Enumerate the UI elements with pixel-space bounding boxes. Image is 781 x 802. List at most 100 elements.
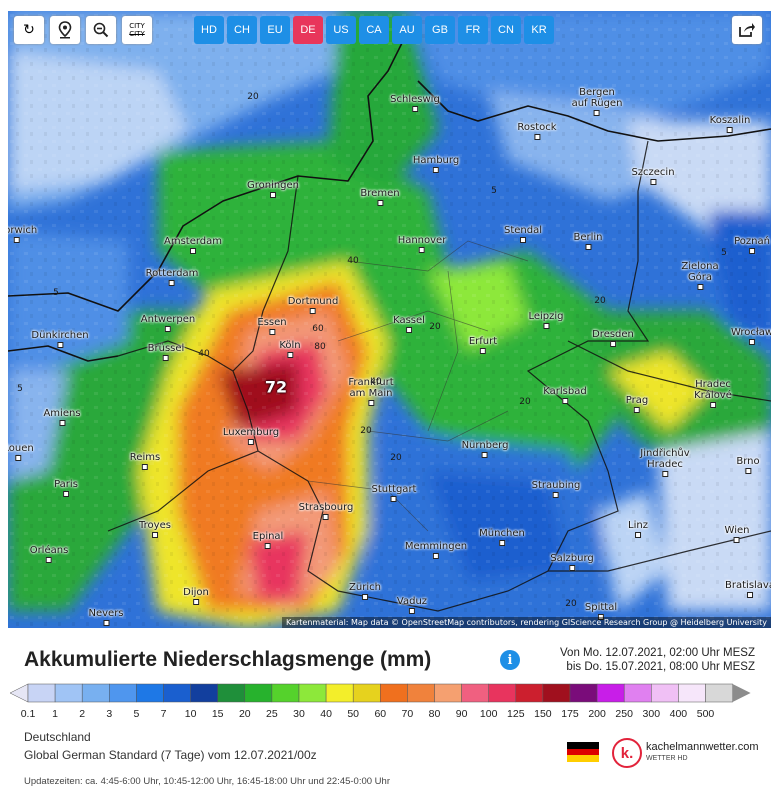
city-marker-icon	[46, 557, 52, 563]
brand-k-icon: k.	[612, 738, 642, 768]
scale-swatch	[705, 683, 733, 703]
region-tab-gb[interactable]: GB	[425, 16, 455, 44]
precipitation-map[interactable]: Schleswig Bergen auf Rügen Rostock Koszalin…	[8, 11, 771, 628]
scale-swatch	[163, 683, 191, 703]
city-label-luxemburg: Luxemburg	[223, 427, 279, 445]
city-marker-icon	[103, 620, 109, 626]
share-button[interactable]	[732, 16, 762, 44]
city-label-frankfurt-am-main: Frankfurt am Main	[348, 377, 394, 406]
region-tab-ch[interactable]: CH	[227, 16, 257, 44]
city-label-koszalin: Koszalin	[710, 115, 750, 133]
city-marker-icon	[594, 110, 600, 116]
region-tab-eu[interactable]: EU	[260, 16, 290, 44]
city-marker-icon	[56, 342, 63, 348]
brand-logo[interactable]: k. kachelmannwetter.com WETTER HD	[612, 738, 759, 768]
city-marker-icon	[734, 537, 740, 543]
period-from: Von Mo. 12.07.2021, 02:00 Uhr MESZ	[560, 647, 755, 659]
scale-swatch	[190, 683, 218, 703]
city-label-epinal: Epinal	[253, 531, 283, 549]
scale-tick-label: 2	[79, 708, 86, 720]
precipitation-field	[8, 11, 771, 628]
city-label-stuttgart: Stuttgart	[372, 484, 416, 502]
city-label-kassel: Kassel	[393, 315, 425, 333]
scale-swatch	[271, 683, 300, 703]
city-label-zielona-góra: Zielona Góra	[681, 261, 719, 290]
scale-swatch	[542, 683, 571, 703]
scale-tick-label: 60	[374, 708, 387, 720]
region-tab-au[interactable]: AU	[392, 16, 422, 44]
city-marker-icon	[543, 323, 549, 329]
share-icon	[739, 23, 755, 37]
city-label-troyes: Troyes	[139, 520, 171, 538]
scale-tick-label: 90	[455, 708, 468, 720]
region-tab-cn[interactable]: CN	[491, 16, 521, 44]
city-marker-icon	[13, 237, 20, 243]
location-button[interactable]	[50, 16, 80, 44]
city-label-zürich: Zürich	[349, 582, 381, 600]
region-label: Deutschland	[24, 730, 91, 744]
scale-tick-label: 125	[507, 708, 525, 720]
city-marker-icon	[268, 329, 275, 335]
city-marker-icon	[747, 592, 753, 598]
city-label-groningen: Groningen	[247, 180, 299, 198]
region-tab-hd[interactable]: HD	[194, 16, 224, 44]
zoom-out-button[interactable]	[86, 16, 116, 44]
scale-swatch	[54, 683, 83, 703]
city-marker-icon	[367, 400, 374, 406]
scale-swatch	[81, 683, 110, 703]
region-tab-de[interactable]: DE	[293, 16, 323, 44]
forecast-period: Von Mo. 12.07.2021, 02:00 Uhr MESZ bis D…	[560, 646, 755, 674]
city-label-bratislava: Bratislava	[725, 580, 771, 598]
city-marker-icon	[744, 468, 751, 474]
scale-swatch	[623, 683, 652, 703]
scale-swatch	[651, 683, 679, 703]
city-label-jindřichův-hradec: Jindřichův Hradec	[640, 448, 690, 477]
scale-swatch	[461, 683, 489, 703]
city-marker-icon	[748, 248, 755, 254]
city-marker-icon	[726, 127, 733, 133]
scale-swatch	[244, 683, 273, 703]
city-label-karlsbad: Karlsbad	[543, 386, 587, 404]
city-marker-icon	[650, 179, 656, 185]
info-icon[interactable]: i	[500, 650, 520, 670]
city-marker-icon	[709, 402, 716, 408]
city-marker-icon	[662, 471, 668, 477]
scale-arrow-left	[10, 683, 29, 703]
city-marker-icon	[534, 134, 540, 140]
scale-tick-label: 3	[106, 708, 113, 720]
scale-tick-label: 5	[133, 708, 140, 720]
city-marker-icon	[697, 284, 703, 290]
region-tab-ca[interactable]: CA	[359, 16, 389, 44]
scale-swatch	[569, 683, 598, 703]
refresh-icon: ↻	[23, 22, 35, 38]
region-tab-us[interactable]: US	[326, 16, 356, 44]
city-marker-icon	[479, 348, 486, 354]
city-label-münchen: München	[479, 528, 525, 546]
scale-swatch	[325, 683, 354, 703]
city-marker-icon	[190, 248, 196, 254]
city-marker-icon	[597, 614, 604, 620]
city-label-rouen: Rouen	[8, 443, 34, 461]
scale-tick-label: 500	[696, 708, 715, 720]
max-value-label: 72	[264, 377, 288, 397]
city-label-memmingen: Memmingen	[405, 541, 467, 559]
city-label-antwerpen: Antwerpen	[141, 314, 195, 332]
city-marker-icon	[552, 492, 559, 498]
city-label-nevers: Nevers	[88, 608, 124, 626]
city-label-berlin: Berlin	[573, 232, 603, 250]
city-label-linz: Linz	[628, 520, 648, 538]
scale-tick-label: 80	[428, 708, 441, 720]
refresh-button[interactable]: ↻	[14, 16, 44, 44]
city-label-köln: Köln	[279, 340, 301, 358]
city-marker-icon	[411, 106, 418, 112]
scale-tick-label: 0.1	[20, 708, 36, 720]
city-label-salzburg: Salzburg	[550, 553, 594, 571]
city-label-rostock: Rostock	[517, 122, 557, 140]
region-tab-fr[interactable]: FR	[458, 16, 488, 44]
city-label-dijon: Dijon	[183, 587, 209, 605]
city-toggle-button[interactable]: CITY CITY	[122, 16, 152, 44]
city-label-reims: Reims	[130, 452, 160, 470]
city-marker-icon	[568, 565, 575, 571]
region-tab-kr[interactable]: KR	[524, 16, 554, 44]
city-label-schleswig: Schleswig	[390, 94, 440, 112]
